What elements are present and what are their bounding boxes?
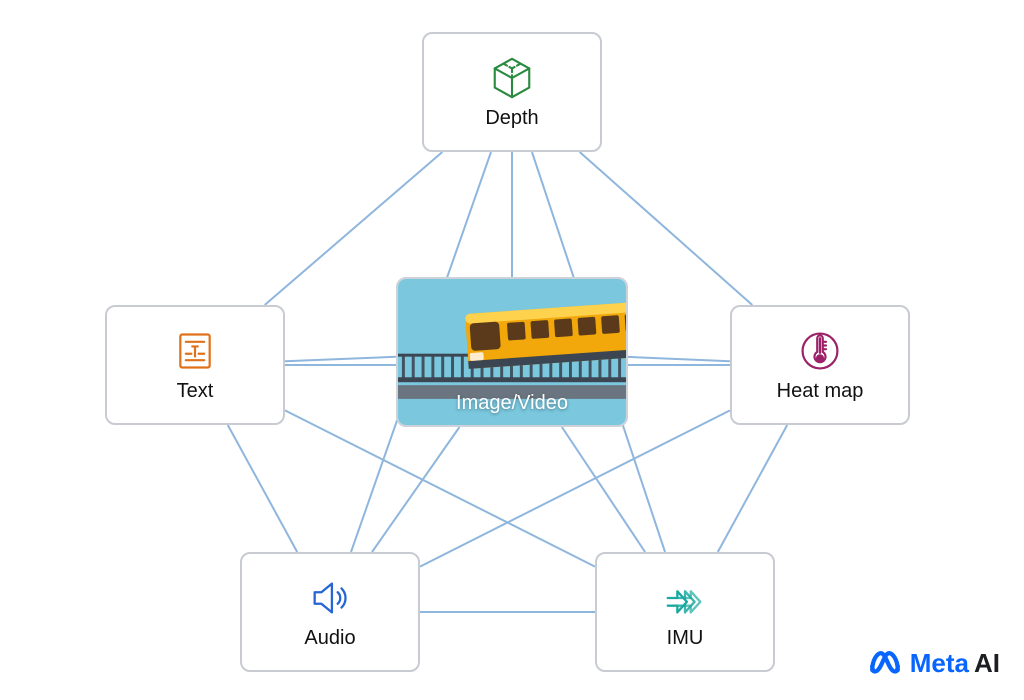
node-label: Depth <box>485 107 538 130</box>
node-label-center: Image/Video <box>398 392 626 415</box>
cube-icon <box>489 55 535 101</box>
node-image-video: Image/Video <box>396 277 628 427</box>
diagram-canvas: Image/Video Depth <box>0 0 1024 700</box>
meta-ai-logo: Meta AI <box>868 646 1000 680</box>
node-audio: Audio <box>240 552 420 672</box>
node-depth: Depth <box>422 32 602 152</box>
node-label: Text <box>177 380 214 403</box>
thermometer-icon <box>797 328 843 374</box>
node-label: Audio <box>304 627 355 650</box>
meta-logo-icon <box>868 646 902 680</box>
node-heatmap: Heat map <box>730 305 910 425</box>
logo-suffix-text: AI <box>974 648 1000 679</box>
arrows-icon <box>662 575 708 621</box>
document-icon <box>172 328 218 374</box>
node-label: IMU <box>667 627 704 650</box>
node-text: Text <box>105 305 285 425</box>
logo-brand-text: Meta <box>910 648 969 679</box>
speaker-icon <box>307 575 353 621</box>
node-label: Heat map <box>777 380 864 403</box>
node-imu: IMU <box>595 552 775 672</box>
